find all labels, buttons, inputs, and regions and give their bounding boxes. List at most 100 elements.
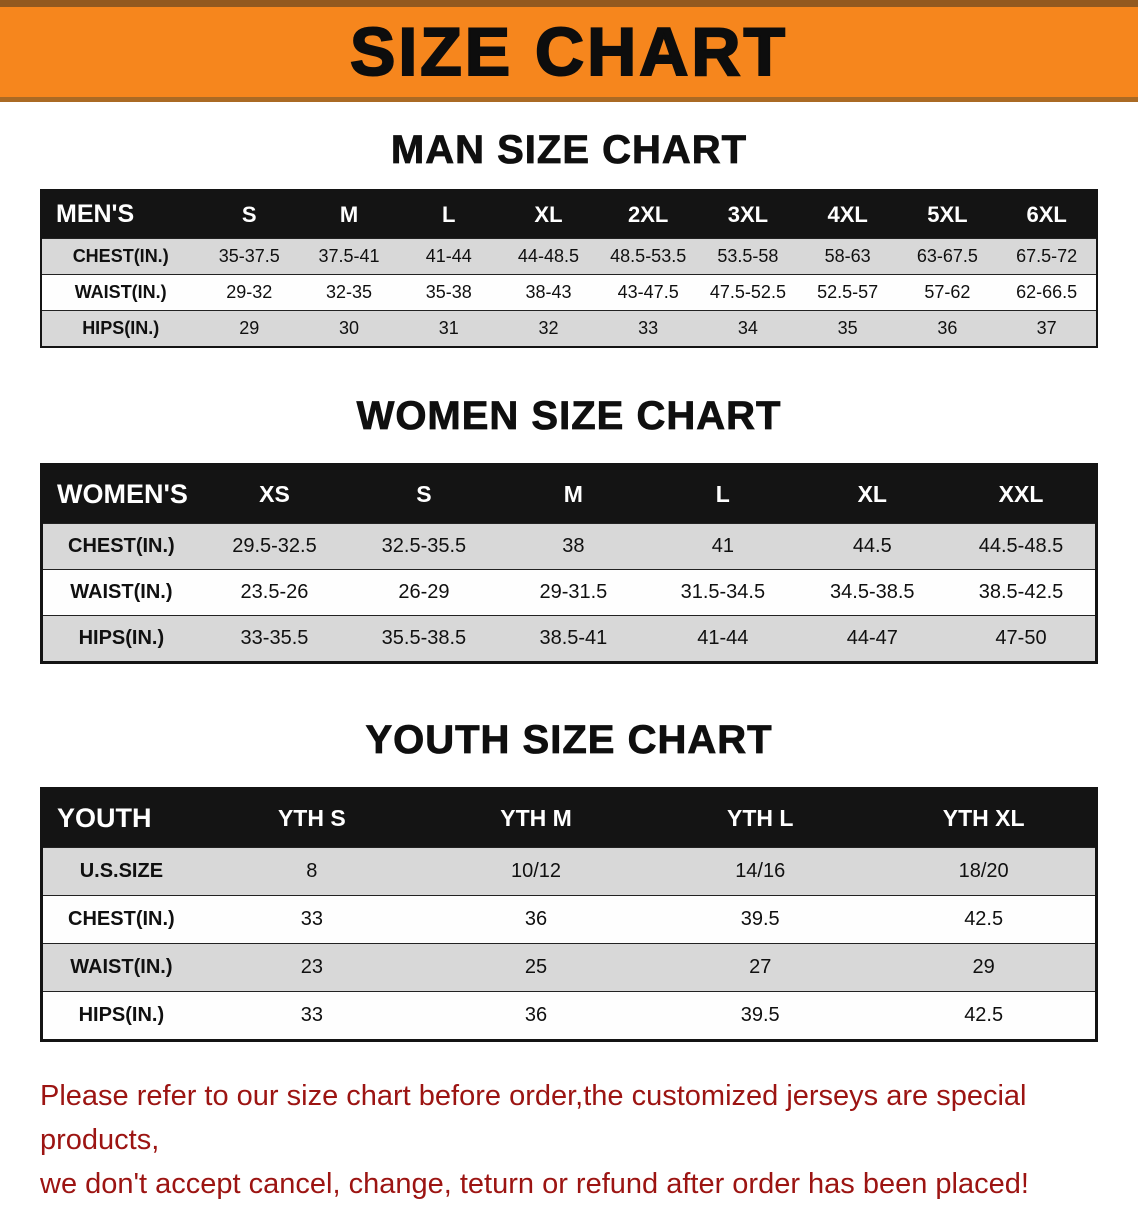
youth-size-table: YOUTH YTH S YTH M YTH L YTH XL U.S.SIZE 8 10/12… xyxy=(40,787,1098,1042)
banner: SIZE CHART xyxy=(0,0,1138,102)
size-cell: 18/20 xyxy=(872,847,1097,896)
youth-column-yth-xl: YTH XL xyxy=(942,805,1025,831)
row-label: HIPS(IN.) xyxy=(41,991,200,1041)
size-cell: 48.5-53.5 xyxy=(598,238,699,275)
size-cell: 29.5-32.5 xyxy=(199,523,350,570)
table-row: WAIST(IN.) 23 25 27 29 xyxy=(41,943,1097,992)
size-cell: 14/16 xyxy=(648,847,873,896)
row-label: WAIST(IN.) xyxy=(41,274,200,311)
size-cell: 36 xyxy=(423,895,649,944)
table-row: HIPS(IN.) 33-35.5 35.5-38.5 38.5-41 41-44 44-… xyxy=(41,615,1097,663)
youth-corner-label: YOUTH xyxy=(57,803,152,833)
row-label: CHEST(IN.) xyxy=(41,895,200,944)
men-size-chart-section: MAN SIZE CHART MEN'S S M L XL 2XL 3XL 4XL 5XL 6XL… xyxy=(0,128,1138,348)
size-cell: 42.5 xyxy=(872,991,1097,1041)
size-cell: 29 xyxy=(872,943,1097,992)
size-cell: 39.5 xyxy=(648,991,873,1041)
table-row: WAIST(IN.) 23.5-26 26-29 29-31.5 31.5-34.5 34… xyxy=(41,569,1097,616)
size-cell: 41 xyxy=(648,523,798,570)
youth-size-chart-section: YOUTH SIZE CHART YOUTH YTH S YTH M YTH L YTH… xyxy=(0,718,1138,1042)
men-column-4xl: 4XL xyxy=(827,201,868,227)
size-cell: 29 xyxy=(199,310,300,347)
row-label: U.S.SIZE xyxy=(41,847,200,896)
row-label: WAIST(IN.) xyxy=(41,943,200,992)
size-cell: 34.5-38.5 xyxy=(797,569,948,616)
size-cell: 32.5-35.5 xyxy=(349,523,499,570)
size-cell: 30 xyxy=(299,310,399,347)
size-cell: 63-67.5 xyxy=(897,238,998,275)
women-size-chart-section: WOMEN SIZE CHART WOMEN'S XS S M L XL XXL CHEST(… xyxy=(0,394,1138,664)
size-cell: 33 xyxy=(199,895,424,944)
men-column-xl: XL xyxy=(534,201,563,227)
size-cell: 38-43 xyxy=(498,274,599,311)
size-cell: 47.5-52.5 xyxy=(698,274,798,311)
women-table-container: WOMEN'S XS S M L XL XXL CHEST(IN.) 29.5-32.5 32.5… xyxy=(40,463,1098,664)
size-cell: 42.5 xyxy=(872,895,1097,944)
size-cell: 35-38 xyxy=(398,274,499,311)
size-cell: 25 xyxy=(423,943,649,992)
youth-section-title: YOUTH SIZE CHART xyxy=(365,718,773,763)
size-cell: 58-63 xyxy=(797,238,898,275)
men-column-l: L xyxy=(442,201,456,227)
youth-table-header-row: YOUTH YTH S YTH M YTH L YTH XL xyxy=(41,788,1097,848)
table-row: CHEST(IN.) 35-37.5 37.5-41 41-44 44-48.5 48.5… xyxy=(41,238,1097,275)
size-cell: 37.5-41 xyxy=(299,238,399,275)
women-column-xl: XL xyxy=(857,481,887,507)
size-cell: 38 xyxy=(498,523,649,570)
women-column-s: S xyxy=(416,481,432,507)
size-cell: 26-29 xyxy=(349,569,499,616)
size-cell: 32 xyxy=(498,310,599,347)
size-cell: 38.5-41 xyxy=(498,615,649,663)
table-row: HIPS(IN.) 29 30 31 32 33 34 35 36 37 xyxy=(41,310,1097,347)
size-cell: 33 xyxy=(199,991,424,1041)
women-column-xs: XS xyxy=(259,481,290,507)
footer-note: Please refer to our size chart before or… xyxy=(40,1074,1098,1206)
men-column-2xl: 2XL xyxy=(628,201,669,227)
row-label: WAIST(IN.) xyxy=(41,569,200,616)
size-cell: 31 xyxy=(398,310,499,347)
size-cell: 44.5-48.5 xyxy=(947,523,1097,570)
size-cell: 44.5 xyxy=(797,523,948,570)
size-cell: 39.5 xyxy=(648,895,873,944)
women-section-title: WOMEN SIZE CHART xyxy=(356,394,782,439)
size-cell: 67.5-72 xyxy=(997,238,1097,275)
footer-line-2: we don't accept cancel, change, teturn o… xyxy=(40,1168,1029,1201)
women-column-m: M xyxy=(563,481,583,507)
women-size-table: WOMEN'S XS S M L XL XXL CHEST(IN.) 29.5-32.5 32.5… xyxy=(40,463,1098,664)
size-cell: 32-35 xyxy=(299,274,399,311)
size-cell: 35.5-38.5 xyxy=(349,615,499,663)
size-cell: 33 xyxy=(598,310,699,347)
women-column-l: L xyxy=(715,481,730,507)
women-table-header-row: WOMEN'S XS S M L XL XXL xyxy=(41,464,1097,524)
size-cell: 23 xyxy=(199,943,424,992)
size-cell: 33-35.5 xyxy=(199,615,350,663)
size-cell: 62-66.5 xyxy=(997,274,1097,311)
youth-column-yth-l: YTH L xyxy=(726,805,794,831)
table-row: U.S.SIZE 8 10/12 14/16 18/20 xyxy=(41,847,1097,896)
size-cell: 52.5-57 xyxy=(797,274,898,311)
table-row: CHEST(IN.) 29.5-32.5 32.5-35.5 38 41 44.5 44.5… xyxy=(41,523,1097,570)
men-column-5xl: 5XL xyxy=(927,201,968,227)
size-cell: 10/12 xyxy=(423,847,649,896)
size-cell: 29-31.5 xyxy=(498,569,649,616)
size-cell: 23.5-26 xyxy=(199,569,350,616)
table-row: CHEST(IN.) 33 36 39.5 42.5 xyxy=(41,895,1097,944)
size-cell: 37 xyxy=(997,310,1097,347)
men-column-m: M xyxy=(339,201,359,227)
youth-column-yth-s: YTH S xyxy=(277,805,346,831)
size-cell: 27 xyxy=(648,943,873,992)
size-cell: 57-62 xyxy=(897,274,998,311)
size-cell: 34 xyxy=(698,310,798,347)
row-label: HIPS(IN.) xyxy=(41,310,200,347)
banner-title: SIZE CHART xyxy=(349,13,788,91)
youth-table-container: YOUTH YTH S YTH M YTH L YTH XL U.S.SIZE 8 10/12… xyxy=(40,787,1098,1042)
size-cell: 35 xyxy=(797,310,898,347)
size-cell: 47-50 xyxy=(947,615,1097,663)
youth-column-yth-m: YTH M xyxy=(500,805,572,831)
size-cell: 31.5-34.5 xyxy=(648,569,798,616)
size-cell: 53.5-58 xyxy=(698,238,798,275)
men-corner-label: MEN'S xyxy=(56,200,135,228)
men-table-container: MEN'S S M L XL 2XL 3XL 4XL 5XL 6XL CHEST(IN.) 35-37… xyxy=(40,189,1098,348)
size-cell: 44-47 xyxy=(797,615,948,663)
